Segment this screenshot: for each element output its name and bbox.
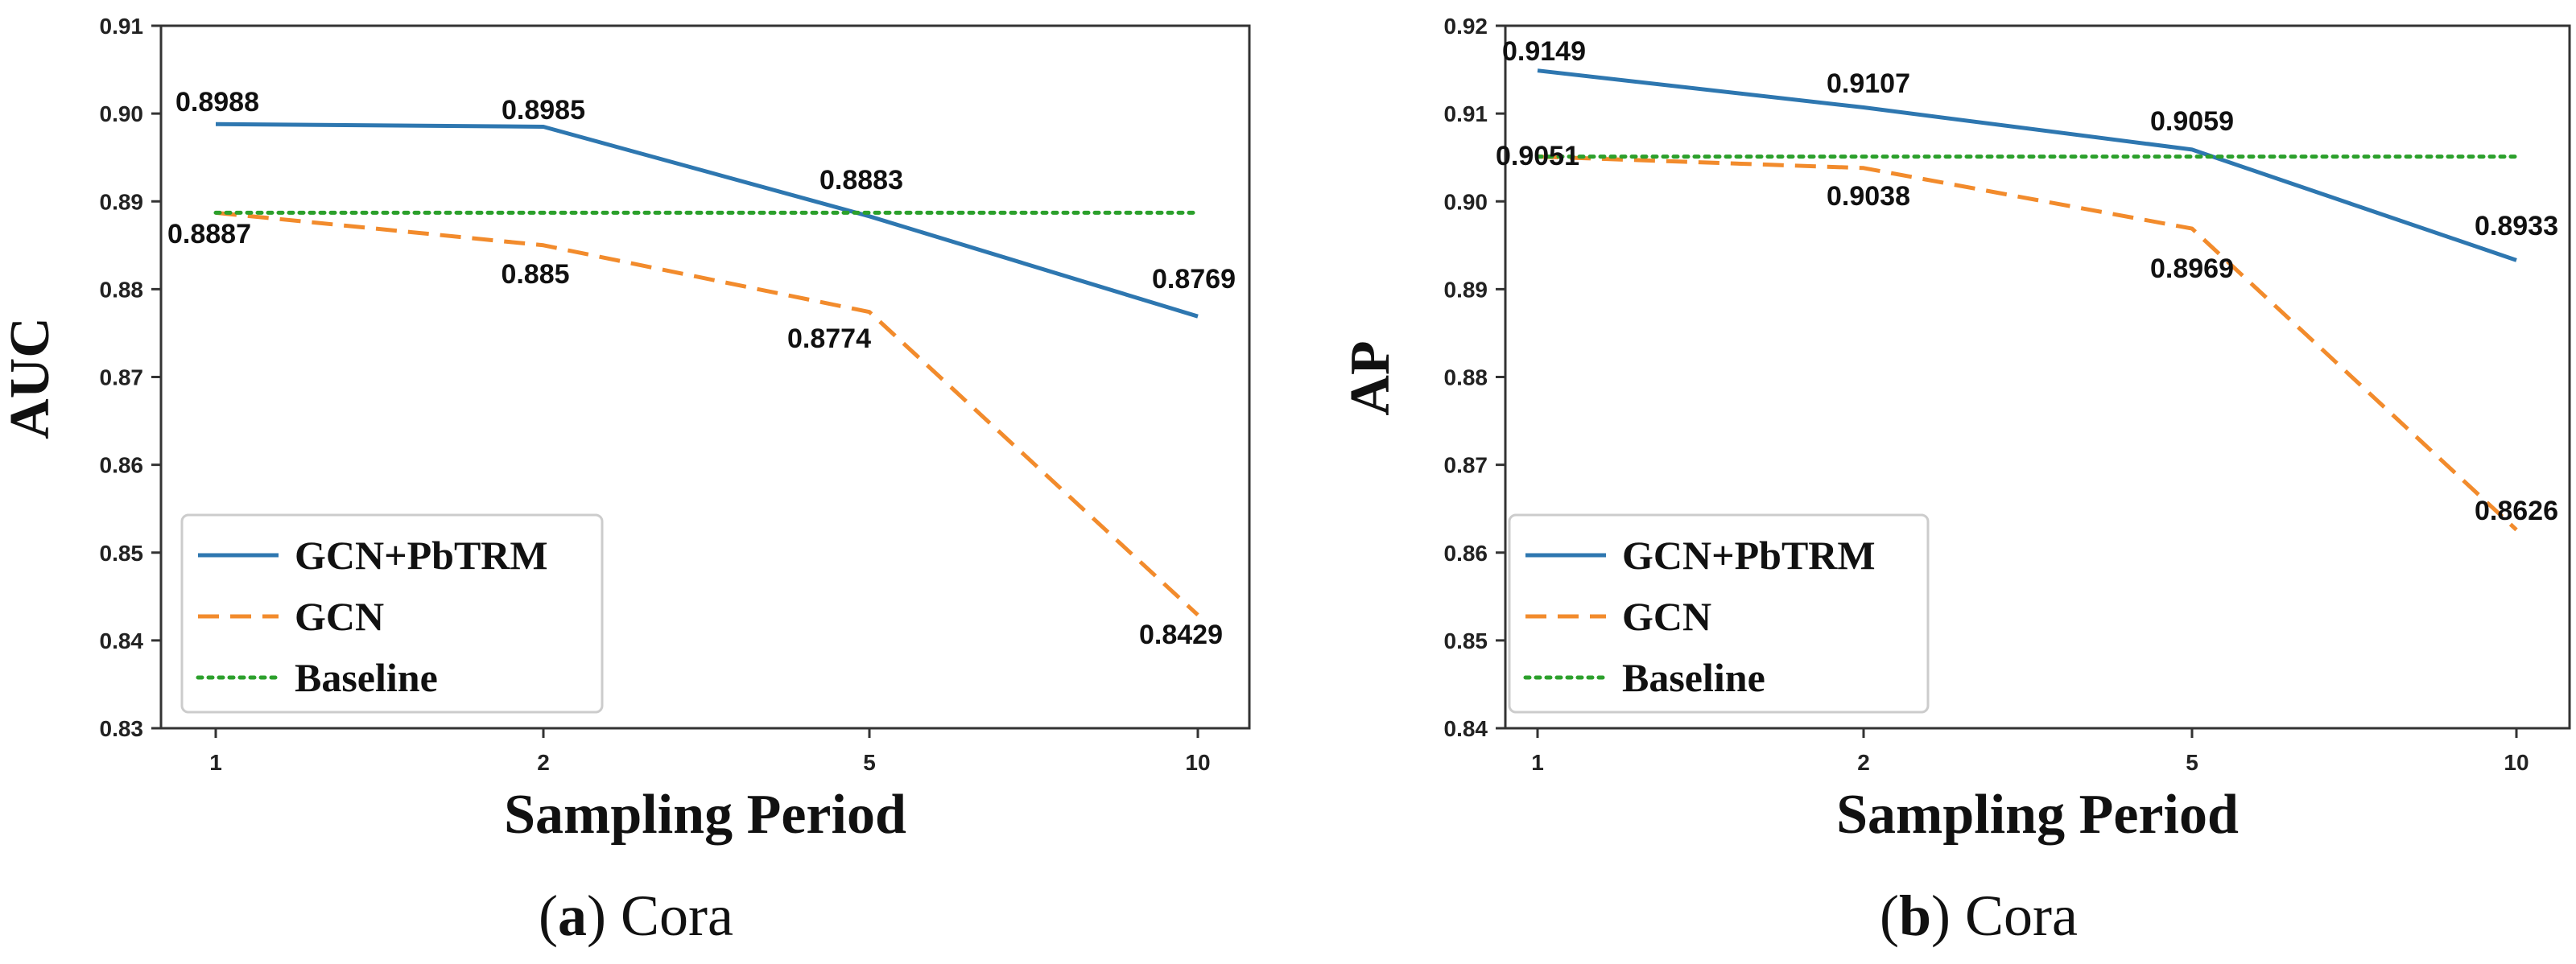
y-tick-label: 0.84	[100, 628, 144, 653]
series-line-gcn	[1537, 154, 2518, 532]
y-tick-label: 0.87	[1444, 453, 1488, 478]
legend-label: GCN+PbTRM	[295, 533, 548, 578]
y-tick-label: 0.83	[100, 716, 144, 741]
data-label: 0.885	[501, 259, 569, 290]
data-label: 0.8933	[2475, 211, 2558, 241]
legend-box	[180, 513, 604, 714]
data-label: 0.8969	[2150, 253, 2234, 284]
x-tick-label: 2	[537, 750, 550, 775]
y-tick-label: 0.86	[1444, 541, 1488, 566]
legend-label: GCN+PbTRM	[1622, 533, 1876, 578]
caption-letter: a	[558, 884, 587, 948]
legend-label: Baseline	[295, 655, 438, 700]
data-label: 0.9149	[1502, 36, 1586, 67]
legend-label: GCN	[1622, 594, 1711, 639]
caption-text: Cora	[621, 884, 733, 948]
x-tick-label: 5	[2186, 750, 2198, 775]
x-axis-label: Sampling Period	[1836, 784, 2239, 846]
x-tick-label: 2	[1857, 750, 1870, 775]
y-tick-label: 0.92	[1444, 14, 1488, 39]
x-tick-label: 5	[863, 750, 876, 775]
legend-label: GCN	[295, 594, 384, 639]
y-tick-label: 0.90	[100, 101, 144, 126]
data-label: 0.8774	[787, 323, 871, 354]
caption-text: Cora	[1965, 884, 2078, 948]
y-tick-label: 0.88	[1444, 365, 1488, 390]
data-label: 0.8769	[1152, 264, 1236, 295]
x-tick-label: 1	[1531, 750, 1544, 775]
legend: GCN+PbTRM GCN Baseline	[180, 513, 604, 714]
caption-open-paren: (	[539, 884, 558, 948]
data-label: 0.8883	[819, 165, 903, 196]
caption-close-paren: )	[587, 884, 621, 948]
data-label: 0.8985	[502, 95, 585, 126]
y-tick-label: 0.85	[100, 541, 144, 566]
legend-label: Baseline	[1622, 655, 1765, 700]
legend: GCN+PbTRM GCN Baseline	[1508, 513, 1930, 714]
x-tick-label: 1	[209, 750, 222, 775]
data-label: 0.8887	[167, 219, 251, 249]
data-label: 0.9059	[2150, 106, 2234, 137]
series-line-gcn-pbtrm	[215, 122, 1199, 319]
x-tick-label: 10	[2504, 750, 2529, 775]
series-line-gcn-pbtrm	[1537, 68, 2517, 262]
series-line-gcn	[215, 210, 1199, 617]
data-label: 0.9107	[1827, 68, 1910, 99]
legend-box	[1508, 513, 1930, 714]
y-tick-label: 0.86	[100, 453, 144, 478]
data-label: 0.8626	[2475, 496, 2558, 526]
x-tick-label: 10	[1185, 750, 1210, 775]
panel-caption: (b) Cora	[1880, 884, 2078, 948]
y-tick-label: 0.84	[1444, 716, 1488, 741]
y-tick-label: 0.87	[100, 365, 144, 390]
y-axis-label: AP	[1340, 340, 1402, 415]
y-tick-label: 0.91	[1444, 101, 1488, 126]
y-tick-label: 0.88	[100, 277, 144, 302]
data-label: 0.9038	[1827, 181, 1910, 212]
y-tick-label: 0.89	[100, 189, 144, 214]
x-axis-label: Sampling Period	[504, 784, 906, 846]
caption-open-paren: (	[1880, 884, 1899, 948]
y-tick-label: 0.90	[1444, 189, 1488, 214]
y-tick-label: 0.91	[100, 14, 144, 39]
chart-panel-1: 0.83 0.84 0.85 0.86 0.87 0.88 0.89 0.90 0.91 1 2 5 1…	[0, 14, 1251, 948]
data-label: 0.8988	[175, 87, 259, 117]
panel-caption: (a) Cora	[539, 884, 733, 948]
data-label: 0.8429	[1139, 620, 1223, 650]
data-label: 0.9051	[1496, 141, 1579, 171]
y-axis-label: AUC	[0, 317, 61, 439]
caption-letter: b	[1899, 884, 1931, 948]
caption-close-paren: )	[1931, 884, 1965, 948]
chart-panel-2: 0.84 0.85 0.86 0.87 0.88 0.89 0.90 0.91 0.92 1 2 5 1…	[1340, 14, 2571, 948]
y-tick-label: 0.89	[1444, 277, 1488, 302]
y-tick-label: 0.85	[1444, 628, 1488, 653]
